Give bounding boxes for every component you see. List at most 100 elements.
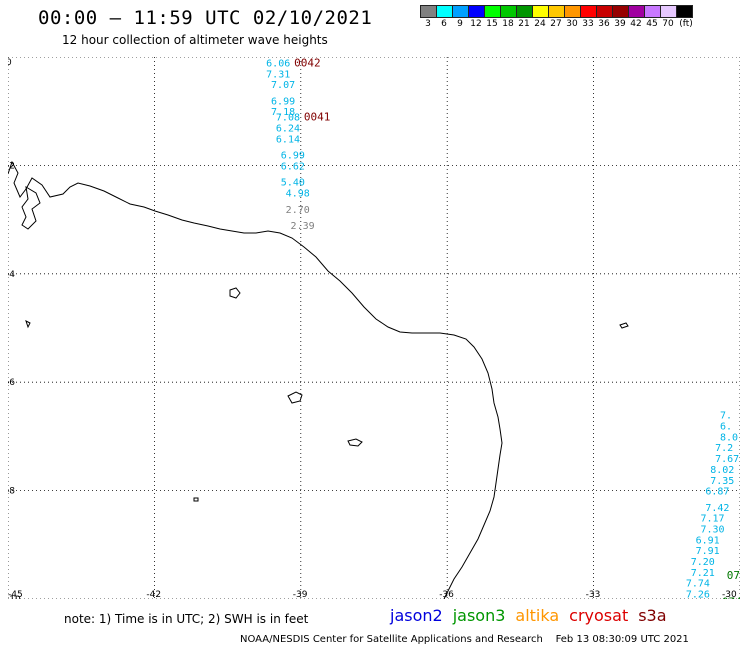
legend-label: 12	[470, 19, 482, 29]
mission-altika: altika	[515, 606, 560, 625]
swh-value: 5.40	[281, 178, 305, 189]
grid-lines	[8, 57, 740, 599]
legend-label: 70	[662, 19, 674, 29]
swh-value: 2.70	[286, 205, 310, 216]
legend-label: 33	[582, 19, 594, 29]
island-amazon-mouth	[21, 186, 41, 230]
credit-text: NOAA/NESDIS Center for Satellite Applica…	[240, 634, 543, 645]
x-tick-label: -45	[8, 590, 23, 599]
map-title: 00:00 – 11:59 UTC 02/10/2021	[38, 7, 373, 29]
legend-swatches	[420, 5, 696, 18]
footer-note: note: 1) Time is in UTC; 2) SWH is in fe…	[64, 612, 309, 626]
pass-time-label: 0041	[304, 111, 331, 124]
map-subtitle: 12 hour collection of altimeter wave hei…	[62, 33, 328, 47]
legend-label: 15	[486, 19, 498, 29]
swh-value: 6.87	[705, 487, 729, 498]
y-tick-label: -10	[8, 595, 21, 599]
footer-credit: NOAA/NESDIS Center for Satellite Applica…	[240, 634, 689, 645]
mission-legend: jason2 jason3 altika cryosat s3a	[390, 606, 667, 625]
swh-value: 2.39	[291, 221, 315, 232]
legend-label: 21	[518, 19, 530, 29]
swh-value: 6.99	[281, 151, 305, 162]
swh-value: 6.91	[696, 535, 720, 546]
map-frame: -45-42-39-36-33-300-2-4-6-8-10 6.067.317…	[8, 57, 740, 599]
legend-swatch	[564, 5, 581, 18]
x-tick-label: -36	[439, 590, 454, 599]
legend-label: 24	[534, 19, 546, 29]
y-tick-label: -4	[8, 270, 15, 280]
legend-swatch	[436, 5, 453, 18]
swh-value: 7.	[720, 411, 732, 422]
swh-value: 8.0	[720, 432, 738, 443]
island-small-a	[229, 287, 241, 299]
swh-value: 7.91	[696, 546, 720, 557]
legend-label: 45	[646, 19, 658, 29]
swh-values: 6.067.317.076.997.187.086.246.146.996.62…	[266, 57, 740, 599]
legend-labels: 3 6 9 12 15 18 21 24 27 30 33 36 39 42 45 70 (ft)	[420, 19, 696, 29]
legend-label: 9	[457, 19, 463, 29]
island-small-e	[193, 497, 199, 502]
island-small-c	[347, 438, 363, 447]
legend-swatch	[516, 5, 533, 18]
coastline	[8, 160, 629, 599]
legend-swatch	[468, 5, 485, 18]
legend-swatch	[548, 5, 565, 18]
y-tick-label: 0	[8, 58, 12, 68]
swh-value: 7.20	[691, 557, 715, 568]
swh-value: 7.21	[691, 568, 715, 579]
legend-swatch	[676, 5, 693, 18]
legend-swatch	[644, 5, 661, 18]
mission-jason3: jason3	[452, 606, 506, 625]
timestamp-text: Feb 13 08:30:09 UTC 2021	[555, 634, 689, 645]
legend-label: 27	[550, 19, 562, 29]
legend-swatch	[420, 5, 437, 18]
island-small-f	[25, 320, 31, 329]
swh-value: 7.18	[271, 107, 295, 118]
swh-value: 7.07	[271, 80, 295, 91]
color-legend: 3 6 9 12 15 18 21 24 27 30 33 36 39 42 45 70 (ft)	[420, 5, 696, 29]
pass-time-label: 0743	[727, 569, 740, 582]
legend-swatch	[596, 5, 613, 18]
legend-swatch	[484, 5, 501, 18]
swh-value: 7.31	[266, 69, 290, 80]
swh-value: 6.	[720, 422, 732, 433]
swh-value: 7.67	[715, 454, 739, 465]
legend-label: 3	[425, 19, 431, 29]
mission-jason2: jason2	[390, 606, 443, 625]
swh-value: 7.42	[705, 503, 729, 514]
axis-labels: -45 -42 -39 -36 -33 -30 0 -2 -4 -6 -8 -10	[8, 58, 737, 599]
legend-label: 36	[598, 19, 610, 29]
swh-value: 7.74	[686, 579, 710, 590]
legend-label: 6	[441, 19, 447, 29]
legend-swatch	[500, 5, 517, 18]
swh-value: 7.2	[715, 443, 733, 454]
legend-label: (ft)	[679, 19, 693, 29]
swh-value: 7.17	[700, 514, 724, 525]
mission-s3a: s3a	[638, 606, 667, 625]
legend-swatch	[628, 5, 645, 18]
swh-value: 7.26	[686, 590, 710, 599]
legend-swatch	[612, 5, 629, 18]
pass-time-label: 0042	[294, 57, 321, 69]
brazil-coastline	[8, 160, 503, 599]
legend-swatch	[452, 5, 469, 18]
legend-swatch	[660, 5, 677, 18]
x-tick-label: -33	[586, 590, 601, 599]
legend-label: 30	[566, 19, 578, 29]
swh-value: 7.30	[700, 525, 724, 536]
swh-value: 6.06	[266, 58, 290, 69]
island-small-d	[619, 322, 629, 329]
swh-value: 6.14	[276, 134, 300, 145]
pass-time-label: 0743	[722, 596, 740, 599]
y-tick-label: -8	[8, 487, 15, 497]
legend-swatch	[580, 5, 597, 18]
x-tick-label: -30	[722, 590, 737, 599]
x-tick-label: -39	[293, 590, 308, 599]
legend-swatch	[532, 5, 549, 18]
legend-label: 18	[502, 19, 514, 29]
swh-value: 8.02	[710, 465, 734, 476]
y-tick-label: -6	[8, 378, 15, 388]
map-canvas: -45-42-39-36-33-300-2-4-6-8-10 6.067.317…	[8, 57, 740, 599]
swh-value: 6.24	[276, 123, 300, 134]
mission-cryosat: cryosat	[569, 606, 629, 625]
